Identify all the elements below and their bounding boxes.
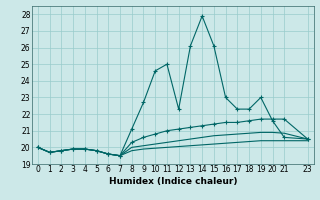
X-axis label: Humidex (Indice chaleur): Humidex (Indice chaleur) bbox=[108, 177, 237, 186]
